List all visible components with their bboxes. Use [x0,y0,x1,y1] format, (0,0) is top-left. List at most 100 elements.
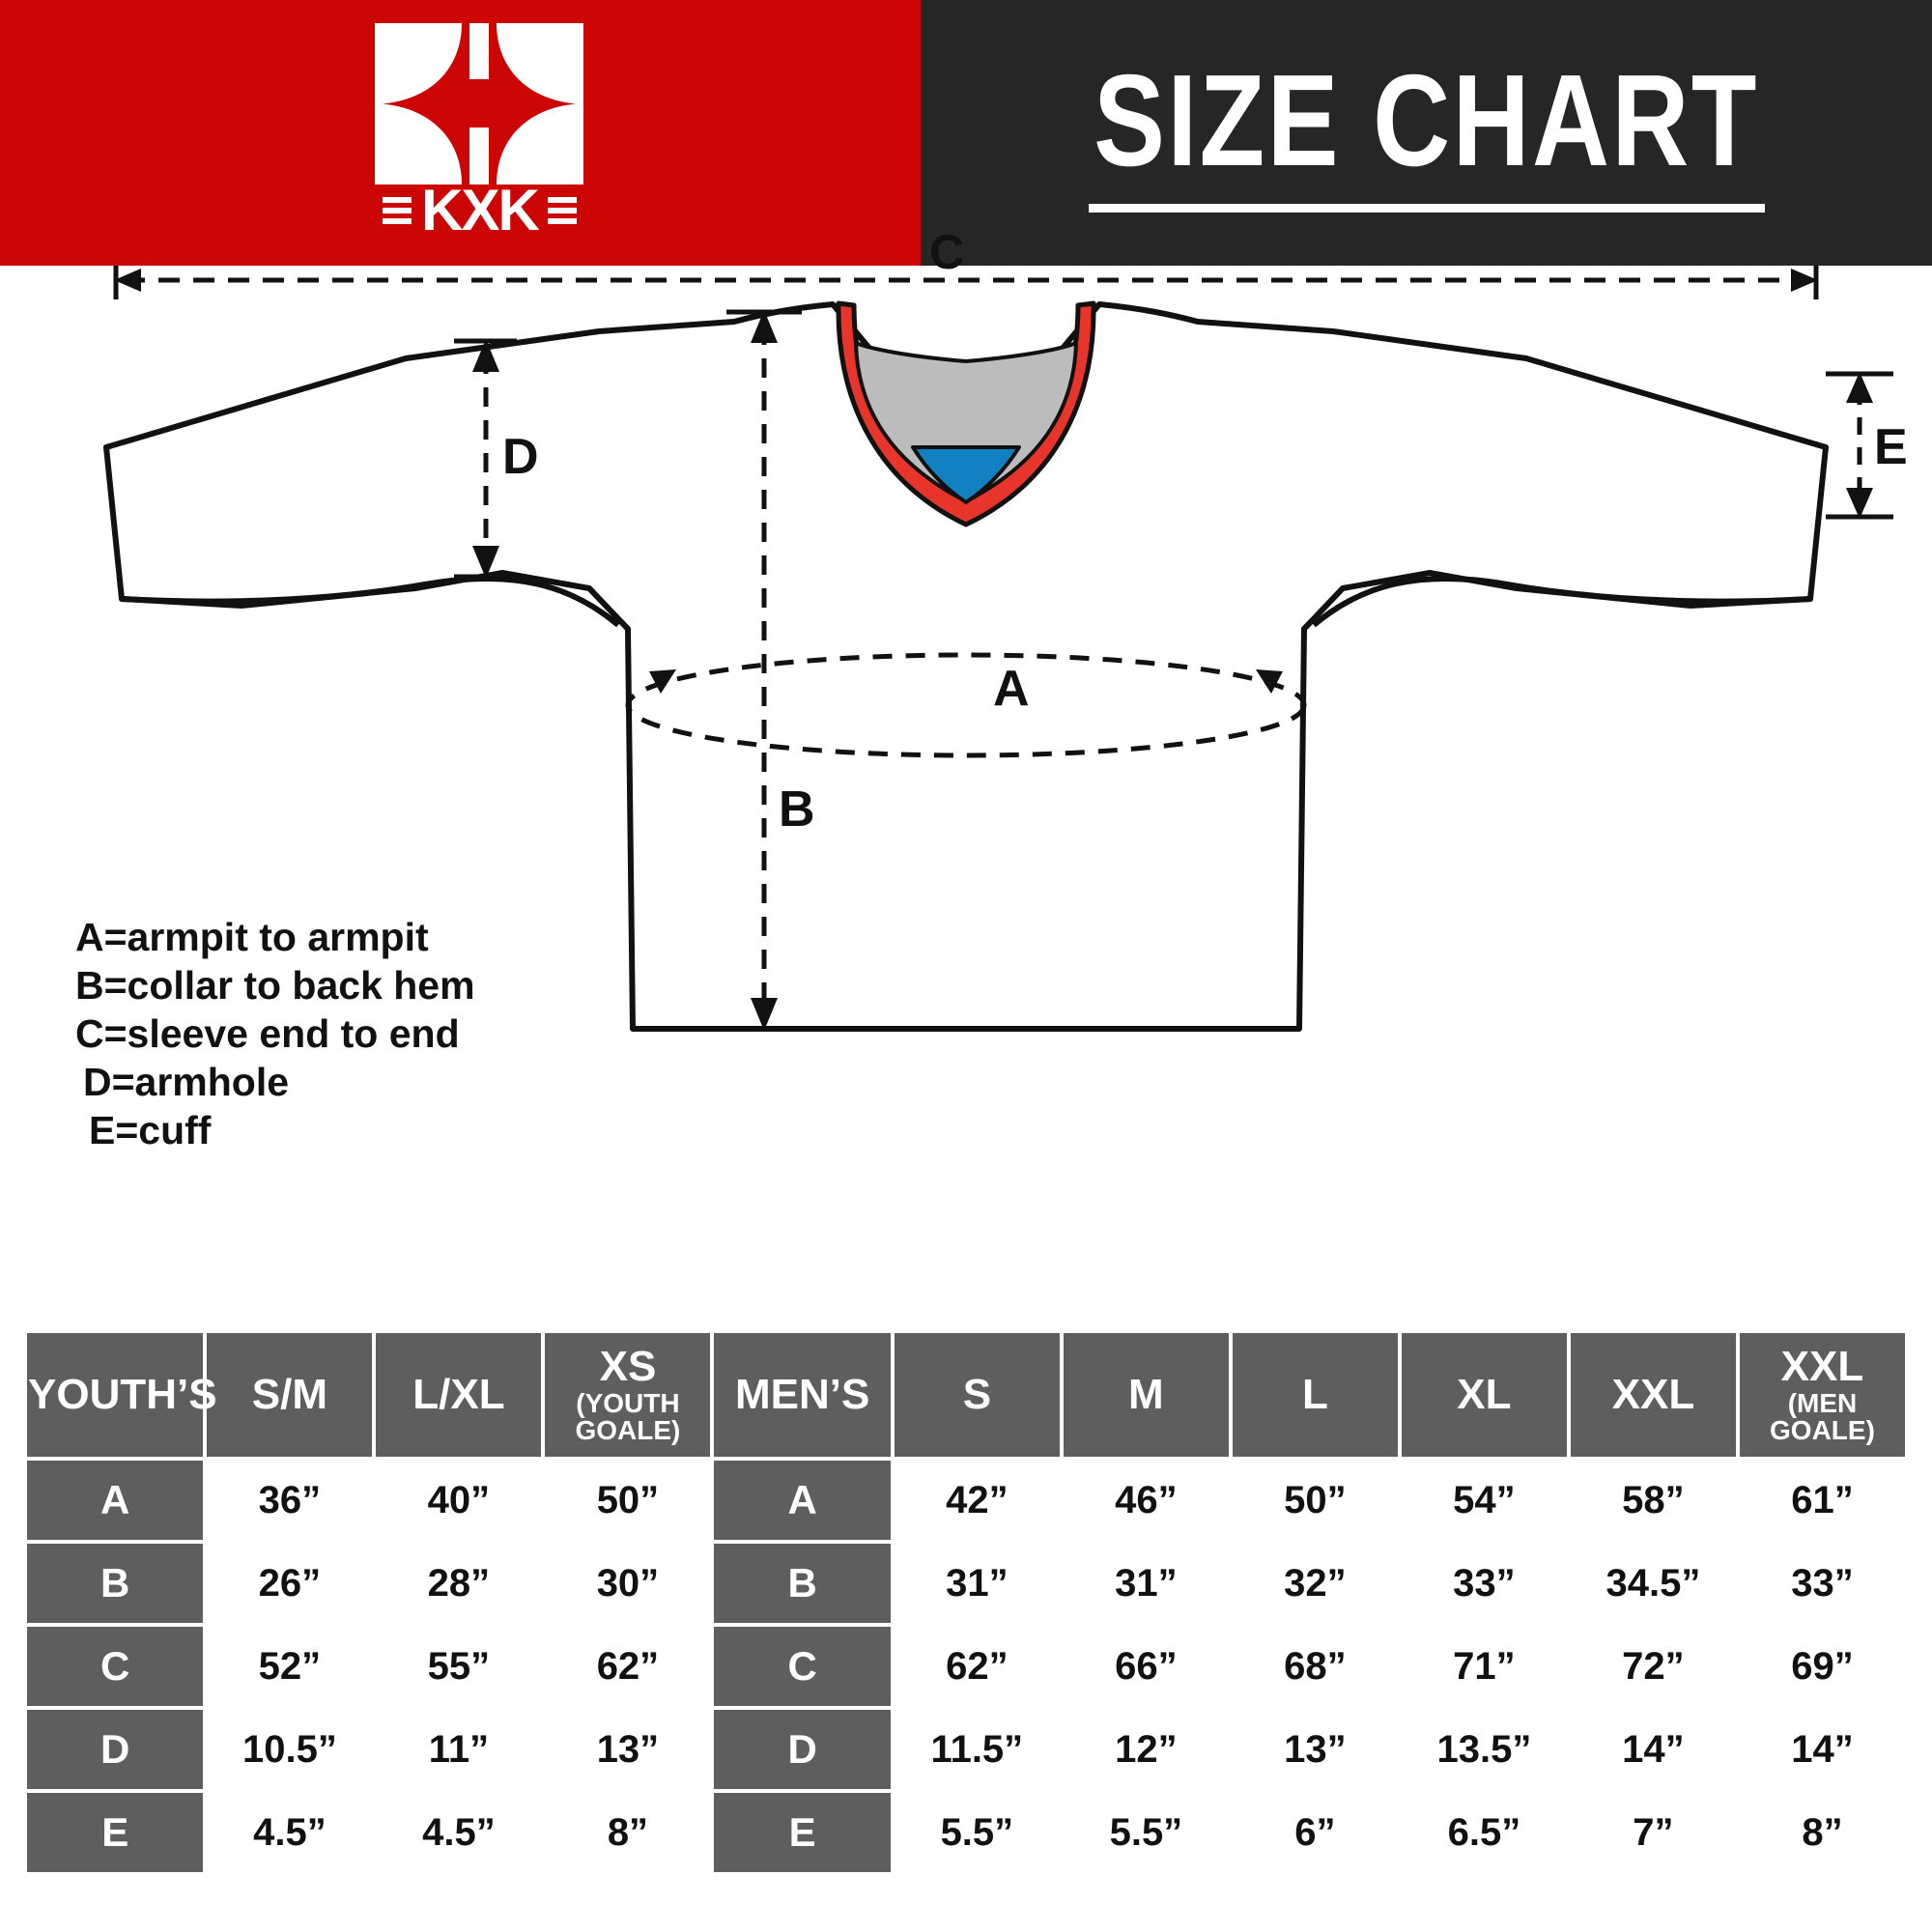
cell-men-a-xxl-goale: 61” [1739,1461,1905,1540]
header-cell-xs-sub: (YOUTH GOALE) [575,1387,681,1446]
cell-youth-d-sm: 10.5” [207,1710,373,1789]
header-cell-l-main: L [1301,1370,1328,1418]
header-cell-xl: XL [1401,1333,1567,1457]
cell-men-a-s: 42” [894,1461,1060,1540]
cell-youth-a-xs: 50” [545,1461,711,1540]
dimension-c [113,266,1819,299]
collar-inner-gray [854,341,1078,503]
header-cell-xl-main: XL [1457,1370,1512,1418]
row-label-youth-b: B [27,1544,204,1623]
cell-youth-c-xs: 62” [545,1627,711,1706]
row-label-youth-e: E [27,1793,204,1872]
cell-men-c-m: 66” [1063,1627,1229,1706]
cell-men-a-m: 46” [1063,1461,1229,1540]
dimension-c-label-text: C [929,225,965,279]
header-cell-sm-main: S/M [251,1370,328,1418]
table-header-row: YOUTH’S S/M L/XL XS (YOUTH GOALE) MEN’S [27,1333,1905,1457]
cell-men-c-l: 68” [1232,1627,1398,1706]
cell-men-c-xxl: 72” [1570,1627,1736,1706]
cell-men-e-xl: 6.5” [1401,1793,1567,1872]
row-label-men-e: E [714,1793,891,1872]
jersey-diagram: D B A E C [0,266,1932,1294]
table-row: C 52” 55” 62” C 62” 66” 68” 71” 72” 69” [27,1627,1905,1706]
legend-line-b: B=collar to back hem [75,963,475,1009]
header-cell-lxl: L/XL [376,1333,542,1457]
dimension-d-label: D [502,429,539,485]
table-row: B 26” 28” 30” B 31” 31” 32” 33” 34.5” 33… [27,1544,1905,1623]
header-cell-xs-main: XS [599,1343,657,1391]
cell-men-a-xl: 54” [1401,1461,1567,1540]
table-row: D 10.5” 11” 13” D 11.5” 12” 13” 13.5” 14… [27,1710,1905,1789]
cell-men-d-s: 11.5” [894,1710,1060,1789]
cell-men-b-m: 31” [1063,1544,1229,1623]
cell-men-c-xxl-goale: 69” [1739,1627,1905,1706]
cell-men-b-xxl-goale: 33” [1739,1544,1905,1623]
header-cell-s-main: S [962,1370,992,1418]
dimension-e-arrow-down [1846,488,1873,519]
legend-line-d: D=armhole [83,1060,290,1105]
header-cell-mens-main: MEN’S [734,1370,870,1418]
cell-youth-b-xs: 30” [545,1544,711,1623]
cell-men-b-s: 31” [894,1544,1060,1623]
header-cell-s: S [894,1333,1060,1457]
cell-men-b-l: 32” [1232,1544,1398,1623]
dimension-d-arrow-down [472,546,499,579]
page-title: SIZE CHART [1094,46,1759,193]
size-table: YOUTH’S S/M L/XL XS (YOUTH GOALE) MEN’S [23,1329,1909,1876]
dimension-a-arrow-left [649,669,676,694]
row-label-men-b: B [714,1544,891,1623]
header-bar: KXK SIZE CHART [0,0,1932,266]
dimension-d-arrow-up [472,339,499,372]
dimension-c-arrow-right [1791,269,1818,292]
cell-men-e-xxl-goale: 8” [1739,1793,1905,1872]
header-cell-xxl-main: XXL [1611,1370,1695,1418]
dimension-a-arrow-right [1256,669,1283,694]
cell-men-b-xl: 33” [1401,1544,1567,1623]
cell-youth-a-sm: 36” [207,1461,373,1540]
cell-men-d-xxl-goale: 14” [1739,1710,1905,1789]
header-cell-xxl-goale-main: XXL [1780,1343,1864,1391]
row-label-youth-a: A [27,1461,204,1540]
cell-men-c-xl: 71” [1401,1627,1567,1706]
legend-line-e: E=cuff [89,1108,212,1153]
header-cell-l: L [1232,1333,1398,1457]
cell-men-b-xxl: 34.5” [1570,1544,1736,1623]
cell-youth-d-xs: 13” [545,1710,711,1789]
legend-line-c: C=sleeve end to end [75,1011,460,1057]
cell-youth-c-sm: 52” [207,1627,373,1706]
cell-youth-c-lxl: 55” [376,1627,542,1706]
brand-panel: KXK [0,0,921,266]
row-label-men-d: D [714,1710,891,1789]
header-cell-youths-main: YOUTH’S [28,1370,217,1418]
cell-men-a-l: 50” [1232,1461,1398,1540]
dimension-a-ellipse [625,652,1307,758]
header-cell-youths: YOUTH’S [27,1333,217,1457]
cell-men-c-s: 62” [894,1627,1060,1706]
dimension-b-label: B [779,781,815,838]
header-cell-xxl: XXL [1570,1333,1736,1457]
dimension-e-label: E [1874,419,1908,475]
legend-line-a: A=armpit to armpit [75,915,429,959]
cell-men-d-xxl: 14” [1570,1710,1736,1789]
header-cell-m: M [1063,1333,1229,1457]
header-cell-xxl-goale-sub: (MEN GOALE) [1770,1387,1875,1446]
header-cell-mens: MEN’S [714,1333,891,1457]
cell-men-e-m: 5.5” [1063,1793,1229,1872]
row-label-men-c: C [714,1627,891,1706]
jersey-right-underarm [1312,575,1811,628]
title-block: SIZE CHART [921,53,1932,213]
dimension-b-arrow-up [751,310,778,343]
dimension-c-arrow-left [114,269,141,292]
cell-men-d-l: 13” [1232,1710,1398,1789]
cell-youth-e-xs: 8” [545,1793,711,1872]
header-cell-xs-youth-goale: XS (YOUTH GOALE) [545,1333,711,1457]
triple-bar-right-icon [547,197,577,224]
cell-men-e-xxl: 7” [1570,1793,1736,1872]
measurement-legend: A=armpit to armpit B=collar to back hem … [75,913,475,1154]
row-label-youth-c: C [27,1627,204,1706]
dimension-a-label: A [993,661,1030,717]
cell-youth-b-lxl: 28” [376,1544,542,1623]
triple-bar-left-icon [383,197,412,224]
dimension-b-arrow-down [751,998,778,1031]
